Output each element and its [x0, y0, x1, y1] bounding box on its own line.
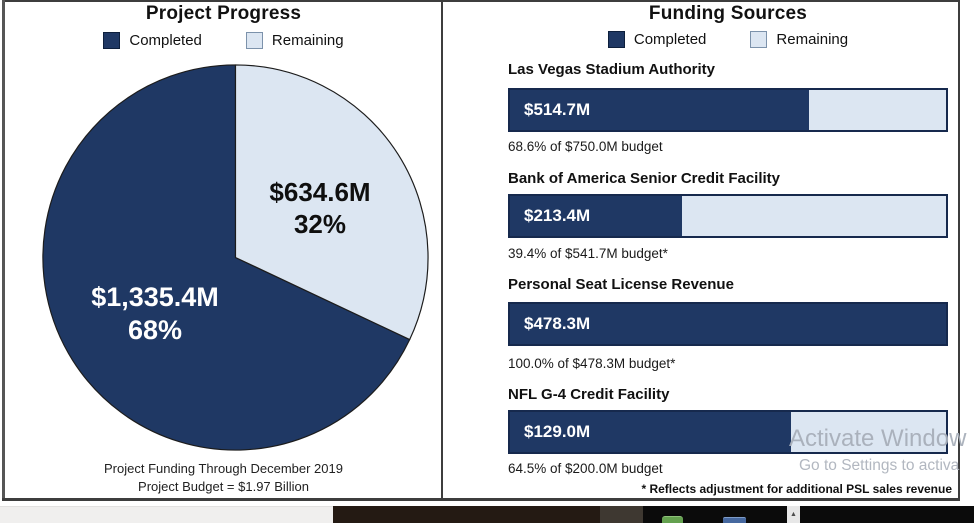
- pie-slice-remaining: [234, 64, 429, 341]
- funding-bar: $129.0M: [508, 410, 948, 454]
- remaining-swatch-icon: [245, 32, 263, 49]
- funding-sources-title: Funding Sources: [648, 3, 808, 24]
- panel-border-top: [2, 0, 960, 2]
- funding-sources-legend: Completed Remaining: [508, 31, 948, 48]
- pie-completed-label: $1,335.4M 68%: [91, 281, 219, 347]
- panel-border-right: [958, 0, 960, 501]
- legend-completed-label: Completed: [129, 32, 202, 49]
- funding-bar: $514.7M: [508, 88, 948, 132]
- funding-bar-amount: $129.0M: [524, 422, 591, 441]
- legend-completed-label: Completed: [633, 31, 707, 48]
- project-budget-note: Project Budget = $1.97 Billion: [138, 479, 309, 494]
- funding-bar-caption: 64.5% of $200.0M budget: [508, 461, 663, 476]
- taskbar-green-app-icon[interactable]: [662, 516, 683, 523]
- funding-bar-fill: [510, 412, 792, 452]
- legend-item-remaining: Remaining: [750, 31, 848, 48]
- legend-remaining-label: Remaining: [776, 31, 849, 48]
- project-progress-pie-chart: [42, 64, 429, 451]
- funding-bar-amount: $213.4M: [524, 206, 591, 225]
- remaining-swatch-icon: [750, 31, 768, 48]
- taskbar-segment-light[interactable]: [0, 506, 333, 523]
- funding-bar-caption: 100.0% of $478.3M budget*: [508, 356, 676, 371]
- taskbar-blue-app-icon[interactable]: [723, 517, 746, 523]
- activate-windows-watermark: Activate Window: [789, 425, 967, 452]
- taskbar-segment-gray[interactable]: [600, 506, 643, 523]
- funding-bar-amount: $478.3M: [524, 314, 591, 333]
- psl-footnote: * Reflects adjustment for additional PSL…: [641, 482, 952, 496]
- funding-source-name: Las Vegas Stadium Authority: [508, 61, 715, 78]
- taskbar-thumbnail-image[interactable]: [333, 506, 600, 523]
- pie-completed-amount: $1,335.4M: [91, 282, 219, 312]
- activate-windows-watermark-subtext: Go to Settings to activa: [799, 457, 960, 474]
- taskbar-segment-black[interactable]: [643, 506, 974, 523]
- scroll-up-icon: ▲: [790, 511, 797, 518]
- funding-bar-amount: $514.7M: [524, 100, 591, 119]
- completed-swatch-icon: [103, 32, 121, 49]
- funding-bar-caption: 39.4% of $541.7M budget*: [508, 246, 668, 261]
- legend-item-completed: Completed: [607, 31, 707, 48]
- funding-source-name: Bank of America Senior Credit Facility: [508, 170, 781, 187]
- funding-source-name: NFL G-4 Credit Facility: [508, 386, 670, 403]
- project-funding-note: Project Funding Through December 2019: [104, 461, 343, 476]
- legend-item-remaining: Remaining: [245, 32, 344, 49]
- funding-bar-caption: 68.6% of $750.0M budget: [508, 139, 663, 154]
- panel-border-bottom: [2, 498, 960, 501]
- funding-bar: $478.3M: [508, 302, 948, 346]
- legend-remaining-label: Remaining: [271, 32, 344, 49]
- pie-remaining-label: $634.6M 32%: [269, 177, 370, 240]
- legend-item-completed: Completed: [103, 32, 202, 49]
- pie-completed-percent: 68%: [127, 314, 183, 345]
- pie-remaining-amount: $634.6M: [269, 177, 371, 207]
- panel-border-left: [2, 0, 5, 501]
- funding-bar-fill: [510, 90, 810, 130]
- pie-slice-completed: [42, 64, 411, 451]
- project-progress-legend: Completed Remaining: [5, 32, 442, 49]
- project-progress-title: Project Progress: [145, 3, 302, 24]
- funding-bar-fill: [510, 304, 946, 344]
- scrollbar-up-button[interactable]: ▲: [787, 506, 800, 523]
- funding-bar: $213.4M: [508, 194, 948, 238]
- funding-source-name: Personal Seat License Revenue: [508, 276, 734, 293]
- pie-remaining-percent: 32%: [293, 208, 347, 239]
- completed-swatch-icon: [607, 31, 625, 48]
- funding-bar-fill: [510, 196, 682, 236]
- panel-divider: [441, 0, 443, 501]
